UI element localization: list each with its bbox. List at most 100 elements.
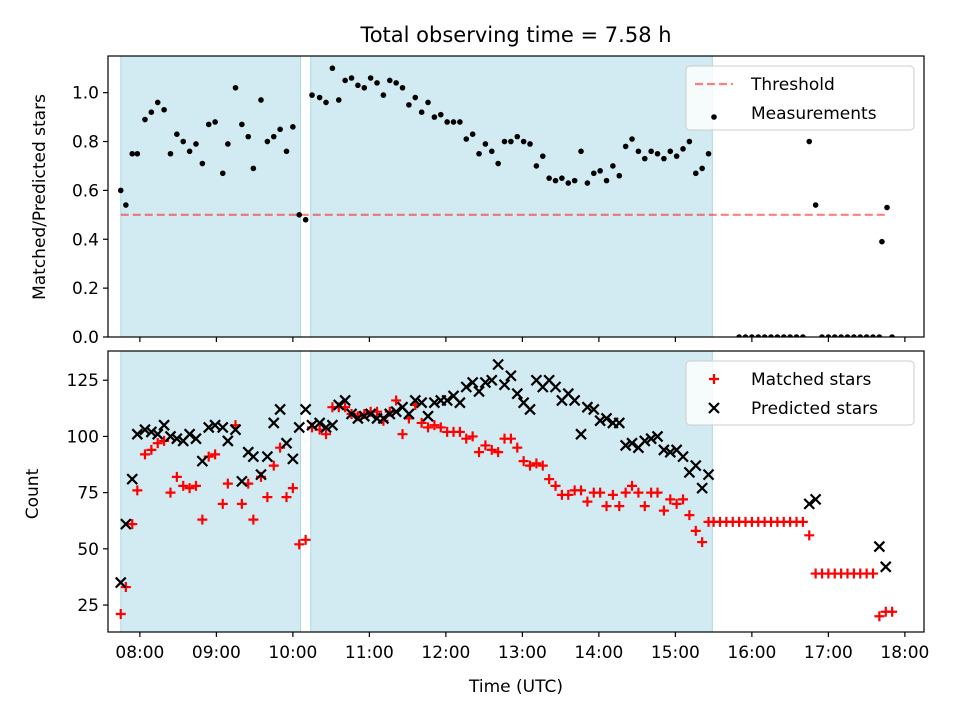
measurement-point [774, 334, 781, 337]
predicted-star-point [377, 412, 390, 425]
predicted-star-point [879, 561, 892, 573]
legend-measurement-symbol [711, 114, 717, 120]
matched-star-point [474, 447, 485, 458]
measurement-point [239, 121, 245, 128]
predicted-star-point [696, 482, 708, 494]
measurement-point [469, 131, 476, 137]
predicted-star-point [131, 428, 144, 440]
predicted-star-point [280, 437, 293, 449]
predicted-star-point [645, 432, 657, 445]
bottom-panel: 25 50 75 100 125 08:00 09:00 10:00 11:00 12:00 13:… [67, 350, 929, 663]
measurement-point [571, 177, 578, 184]
measurement-point [412, 94, 419, 101]
matched-star-point [797, 516, 808, 527]
predicted-star-point [299, 403, 312, 416]
predicted-star-point [145, 426, 158, 438]
y-tick-label: 0.8 [72, 133, 99, 153]
measurement-point [654, 150, 661, 157]
matched-star-point [868, 568, 878, 579]
measurement-point [673, 153, 680, 159]
measurement-point [578, 148, 584, 155]
matched-star-point [601, 501, 612, 512]
measurement-point [495, 160, 501, 167]
matched-star-point [550, 480, 561, 491]
measurement-point [501, 138, 508, 145]
measurement-point [406, 102, 412, 108]
measurement-point [539, 153, 546, 159]
chart-title: Total observing time = 7.58 h [359, 23, 671, 47]
measurement-point [590, 170, 597, 177]
measurement-point [838, 334, 844, 337]
predicted-star-point [479, 376, 492, 389]
x-tick-label: 14:00 [574, 643, 623, 663]
matched-star-point [454, 426, 465, 437]
measurement-point [812, 202, 819, 208]
predicted-star-point [345, 408, 358, 420]
predicted-star-point [364, 408, 377, 420]
matched-star-point [537, 460, 548, 471]
y-tick-label: 0.4 [72, 230, 99, 250]
matched-star-point [525, 460, 536, 471]
x-tick-label: 13:00 [498, 643, 547, 663]
matched-star-point [512, 442, 523, 453]
predicted-star-point [274, 403, 286, 416]
bottom-y-axis-label: Count [23, 468, 43, 519]
y-tick-label: 0.6 [72, 181, 99, 201]
measurement-point [463, 136, 470, 142]
measurement-point [335, 97, 342, 103]
predicted-star-point [664, 446, 677, 458]
predicted-star-point [139, 423, 151, 436]
measurement-point [174, 131, 180, 137]
measurement-point [290, 124, 296, 130]
predicted-star-point [658, 444, 670, 456]
x-tick-label: 12:00 [421, 643, 470, 663]
matched-star-point [429, 420, 440, 431]
matched-star-point [531, 458, 542, 469]
predicted-star-point [581, 401, 594, 413]
matched-star-point [321, 429, 332, 440]
measurement-point [134, 150, 141, 157]
x-tick-label: 17:00 [804, 643, 853, 663]
measurement-point [768, 334, 774, 337]
y-tick-label: 25 [77, 596, 99, 616]
predicted-star-point [575, 428, 587, 440]
predicted-star-point [332, 399, 345, 411]
matched-star-point [887, 606, 898, 617]
matched-star-point [197, 514, 208, 525]
measurement-point [831, 334, 838, 337]
matched-star-point [665, 494, 676, 505]
matched-star-point [300, 534, 311, 545]
matched-star-point [544, 474, 555, 485]
legend-label: Matched stars [751, 370, 871, 390]
measurement-point [870, 334, 876, 337]
measurement-point [129, 150, 136, 157]
predicted-star-point [229, 423, 242, 436]
predicted-star-point [202, 421, 215, 434]
measurement-point [225, 141, 231, 147]
matched-star-point [152, 438, 163, 449]
measurement-point [787, 334, 793, 337]
measurement-point [806, 138, 813, 145]
matched-star-point [461, 433, 472, 444]
measurement-point [437, 111, 444, 118]
measurement-point [380, 92, 387, 98]
measurement-point [264, 138, 271, 145]
measurement-point [761, 334, 768, 337]
measurement-point [755, 334, 762, 337]
top-panel: 0.0 0.2 0.4 0.6 0.8 1.0 Threshold Measurements [72, 55, 925, 348]
measurement-point [597, 168, 603, 174]
predicted-star-point [651, 430, 664, 443]
measurement-point [186, 148, 193, 155]
matched-star-point [639, 501, 650, 512]
measurement-point [610, 163, 616, 169]
measurement-point [355, 82, 361, 89]
measurement-point [800, 334, 806, 337]
legend-label: Measurements [751, 104, 877, 124]
predicted-star-point [287, 453, 299, 465]
x-tick-label: 10:00 [268, 643, 317, 663]
shaded-period [310, 55, 713, 338]
matched-star-point [132, 485, 143, 496]
measurement-point [148, 109, 155, 115]
shaded-period [120, 350, 302, 633]
